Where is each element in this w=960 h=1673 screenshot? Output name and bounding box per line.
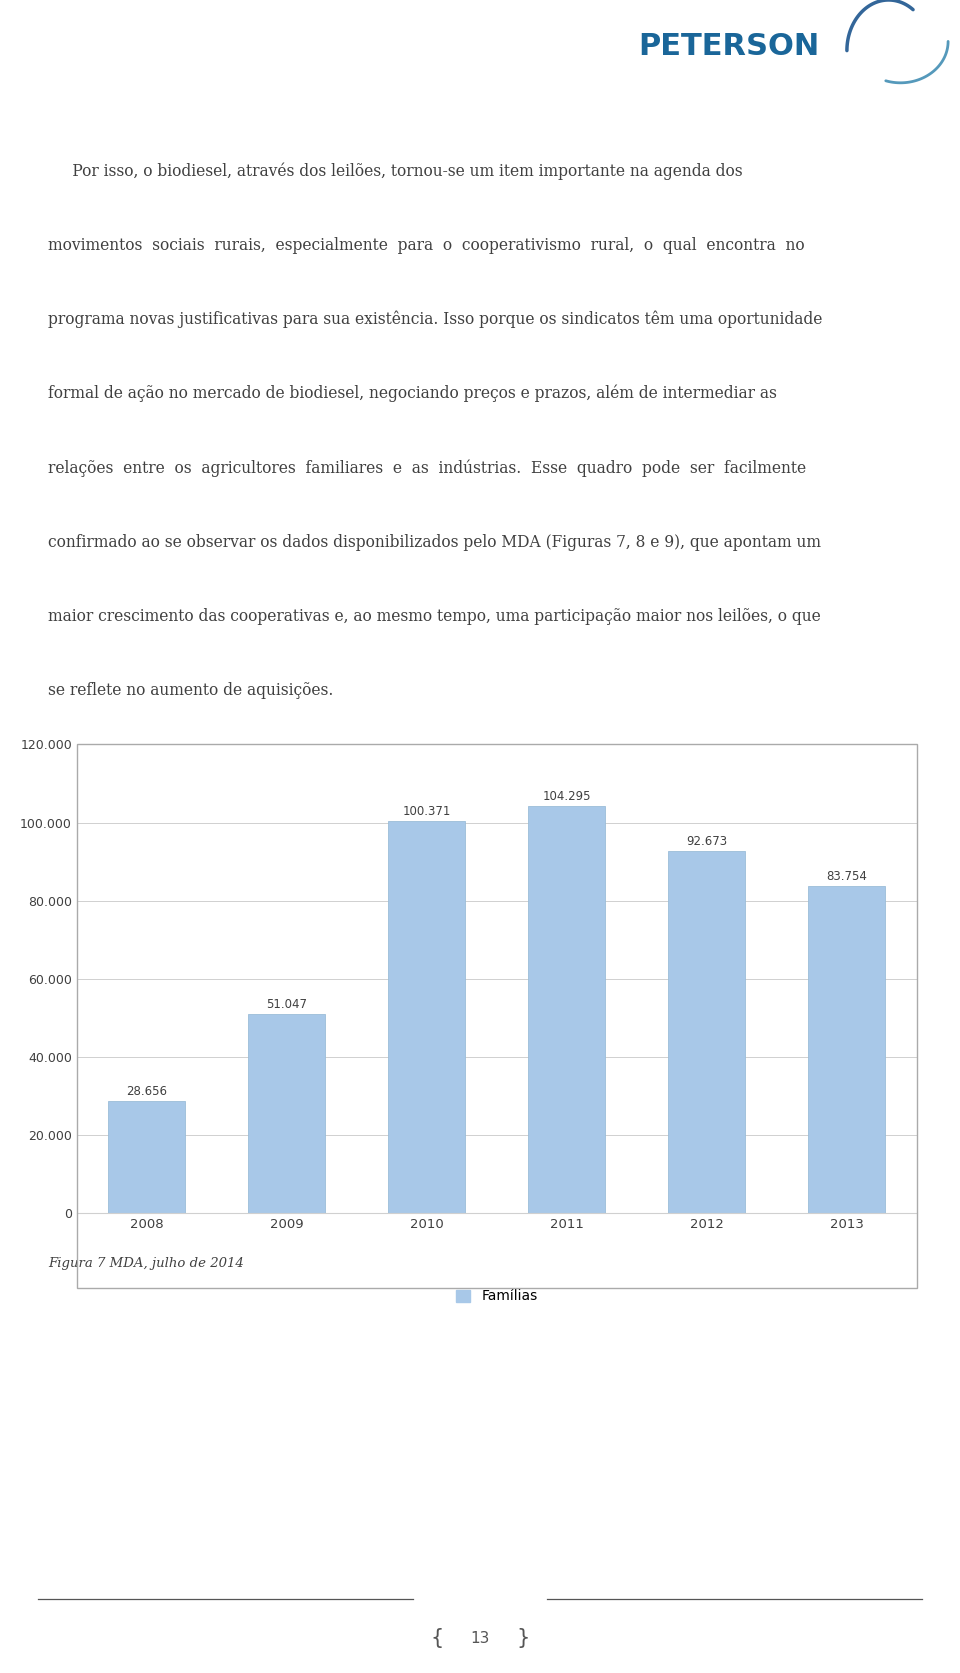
Text: 83.754: 83.754 [827,870,867,883]
Text: confirmado ao se observar os dados disponibilizados pelo MDA (Figuras 7, 8 e 9),: confirmado ao se observar os dados dispo… [48,534,821,550]
Text: se reflete no aumento de aquisições.: se reflete no aumento de aquisições. [48,683,333,699]
Text: movimentos  sociais  rurais,  especialmente  para  o  cooperativismo  rural,  o : movimentos sociais rurais, especialmente… [48,236,804,254]
Text: 104.295: 104.295 [542,790,591,803]
Bar [108,1101,185,1213]
Bar [668,852,745,1213]
Text: Figura 7 MDA, julho de 2014: Figura 7 MDA, julho de 2014 [48,1256,244,1270]
Text: maior crescimento das cooperativas e, ao mesmo tempo, uma participação maior nos: maior crescimento das cooperativas e, ao… [48,607,821,626]
Bar [249,1014,325,1213]
Text: Por isso, o biodiesel, através dos leilões, tornou-se um item importante na agen: Por isso, o biodiesel, através dos leilõ… [48,162,743,179]
Text: {: { [430,1628,444,1648]
Text: 28.656: 28.656 [127,1086,167,1099]
Text: formal de ação no mercado de biodiesel, negociando preços e prazos, além de inte: formal de ação no mercado de biodiesel, … [48,385,777,403]
Text: programa novas justificativas para sua existência. Isso porque os sindicatos têm: programa novas justificativas para sua e… [48,311,823,328]
Bar [808,887,885,1213]
Text: 51.047: 51.047 [266,997,307,1010]
Legend: Famílias: Famílias [450,1283,543,1308]
Bar [528,806,606,1213]
Text: 100.371: 100.371 [402,805,451,818]
Text: relações  entre  os  agricultores  familiares  e  as  indústrias.  Esse  quadro : relações entre os agricultores familiare… [48,458,806,477]
Text: }: } [516,1628,530,1648]
Bar [388,821,466,1213]
Text: 92.673: 92.673 [686,835,728,848]
Text: 13: 13 [470,1631,490,1646]
Text: PETERSON: PETERSON [638,32,820,60]
